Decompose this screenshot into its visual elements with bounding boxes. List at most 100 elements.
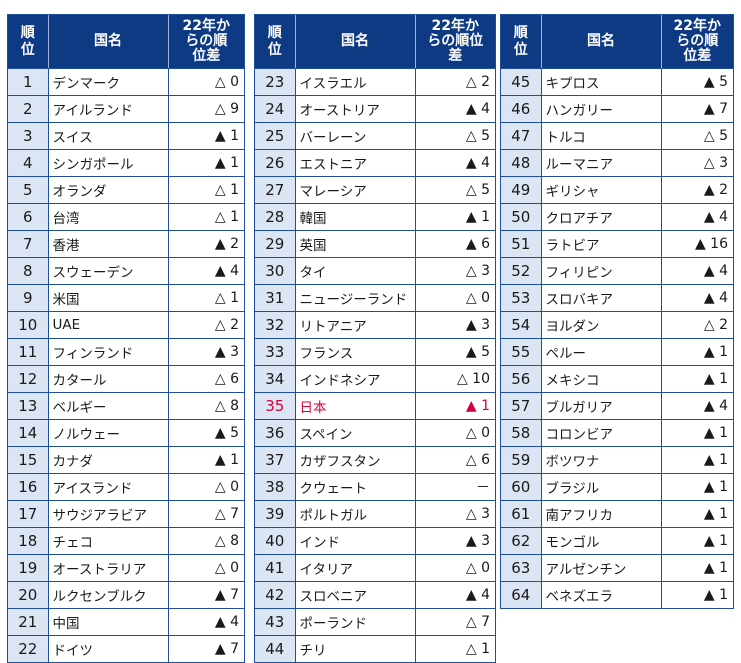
rank-cell: 63 [501, 554, 542, 582]
rank-change-cell: △ 2 [415, 68, 495, 96]
country-cell: 韓国 [295, 203, 416, 231]
rank-cell: 62 [501, 527, 542, 555]
rank-change-cell: ▲ 5 [415, 338, 495, 366]
ranking-table: 順位 国名 22年からの順位差 23 イスラエル △ 2 24 オーストリア ▲ 4 25 バーレー… [255, 15, 495, 662]
country-cell: ルクセンブルク [48, 581, 169, 609]
table-row: 26 エストニア ▲ 4 [255, 149, 495, 177]
rank-cell: 21 [8, 608, 49, 636]
rank-change-cell: △ 5 [661, 122, 733, 150]
country-cell: カナダ [48, 446, 169, 474]
rank-change-cell: ▲ 1 [661, 500, 733, 528]
table-row: 30 タイ △ 3 [255, 257, 495, 285]
table-row: 49 ギリシャ ▲ 2 [501, 176, 733, 204]
country-cell: インド [295, 527, 416, 555]
rank-cell: 36 [255, 419, 296, 447]
rank-cell: 22 [8, 635, 49, 662]
table-row: 12 カタール △ 6 [8, 365, 244, 393]
country-cell: オーストラリア [48, 554, 169, 582]
table-row: 52 フィリピン ▲ 4 [501, 257, 733, 285]
table-row: 50 クロアチア ▲ 4 [501, 203, 733, 231]
country-cell: クロアチア [541, 203, 662, 231]
country-cell: トルコ [541, 122, 662, 150]
rank-change-cell: ▲ 1 [703, 587, 728, 603]
rank-cell: 8 [8, 257, 49, 285]
rank-change-cell: △ 1 [465, 641, 490, 657]
table-row: 10 UAE △ 2 [8, 311, 244, 339]
rank-change-cell: ▲ 3 [168, 338, 244, 366]
rank-cell: 64 [501, 581, 542, 608]
country-cell: ベネズエラ [541, 581, 662, 608]
rank-change-cell: △ 5 [415, 122, 495, 150]
rank-change-cell: ▲ 5 [168, 419, 244, 447]
rank-cell: 35 [255, 392, 296, 420]
rank-change-cell: ▲ 1 [661, 473, 733, 501]
rank-change-cell: △ 0 [415, 284, 495, 312]
table-row: 58 コロンビア ▲ 1 [501, 419, 733, 447]
rank-cell: 38 [255, 473, 296, 501]
rank-cell: 13 [8, 392, 49, 420]
table-row: 33 フランス ▲ 5 [255, 338, 495, 366]
table-row: 9 米国 △ 1 [8, 284, 244, 312]
rank-change-cell: ▲ 4 [168, 257, 244, 285]
rank-change-cell: ▲ 4 [168, 608, 244, 636]
rank-cell: 34 [255, 365, 296, 393]
rank-cell: 12 [8, 365, 49, 393]
table-row: 28 韓国 ▲ 1 [255, 203, 495, 231]
country-cell: 南アフリカ [541, 500, 662, 528]
table-row: 31 ニュージーランド △ 0 [255, 284, 495, 312]
header-rank: 順位 [8, 15, 49, 69]
rank-change-cell: △ 1 [168, 203, 244, 231]
table-row: 18 チェコ △ 8 [8, 527, 244, 555]
table-row: 57 ブルガリア ▲ 4 [501, 392, 733, 420]
rank-cell: 6 [8, 203, 49, 231]
country-cell: メキシコ [541, 365, 662, 393]
table-row: 44 チリ △ 1 [255, 635, 495, 662]
country-cell: サウジアラビア [48, 500, 169, 528]
country-cell: イスラエル [295, 68, 416, 96]
rank-change-cell: △ 0 [415, 419, 495, 447]
rank-change-cell: ▲ 1 [661, 419, 733, 447]
table-row: 62 モンゴル ▲ 1 [501, 527, 733, 555]
rank-cell: 30 [255, 257, 296, 285]
rank-cell: 54 [501, 311, 542, 339]
country-cell: タイ [295, 257, 416, 285]
rank-cell: 59 [501, 446, 542, 474]
country-cell: スウェーデン [48, 257, 169, 285]
table-row: 60 ブラジル ▲ 1 [501, 473, 733, 501]
country-cell: 英国 [295, 230, 416, 258]
rank-change-cell: ▲ 4 [415, 95, 495, 123]
rank-change-cell: △ 0 [415, 554, 495, 582]
table-row: 59 ボツワナ ▲ 1 [501, 446, 733, 474]
country-cell: キプロス [541, 68, 662, 96]
rank-cell: 32 [255, 311, 296, 339]
rank-cell: 47 [501, 122, 542, 150]
header-rank: 順位 [501, 15, 542, 69]
rank-change-cell: ▲ 2 [661, 176, 733, 204]
rank-cell: 53 [501, 284, 542, 312]
table-row: 29 英国 ▲ 6 [255, 230, 495, 258]
table-row: 7 香港 ▲ 2 [8, 230, 244, 258]
rank-change-cell: ▲ 1 [661, 446, 733, 474]
country-cell: ハンガリー [541, 95, 662, 123]
table-row: 47 トルコ △ 5 [501, 122, 733, 150]
country-cell: カタール [48, 365, 169, 393]
table-row: 2 アイルランド △ 9 [8, 95, 244, 123]
rank-change-cell: ▲ 7 [168, 581, 244, 609]
header-country: 国名 [48, 15, 169, 69]
country-cell: フィンランド [48, 338, 169, 366]
table-row: 41 イタリア △ 0 [255, 554, 495, 582]
country-cell: チェコ [48, 527, 169, 555]
table-row: 17 サウジアラビア △ 7 [8, 500, 244, 528]
rank-cell: 55 [501, 338, 542, 366]
table-row: 55 ペルー ▲ 1 [501, 338, 733, 366]
rank-cell: 50 [501, 203, 542, 231]
table-row: 34 インドネシア △ 10 [255, 365, 495, 393]
table-row: 48 ルーマニア △ 3 [501, 149, 733, 177]
country-cell: ブルガリア [541, 392, 662, 420]
rank-change-cell: ▲ 4 [661, 257, 733, 285]
table-row: 23 イスラエル △ 2 [255, 68, 495, 96]
table-row: 56 メキシコ ▲ 1 [501, 365, 733, 393]
table-row: 53 スロバキア ▲ 4 [501, 284, 733, 312]
